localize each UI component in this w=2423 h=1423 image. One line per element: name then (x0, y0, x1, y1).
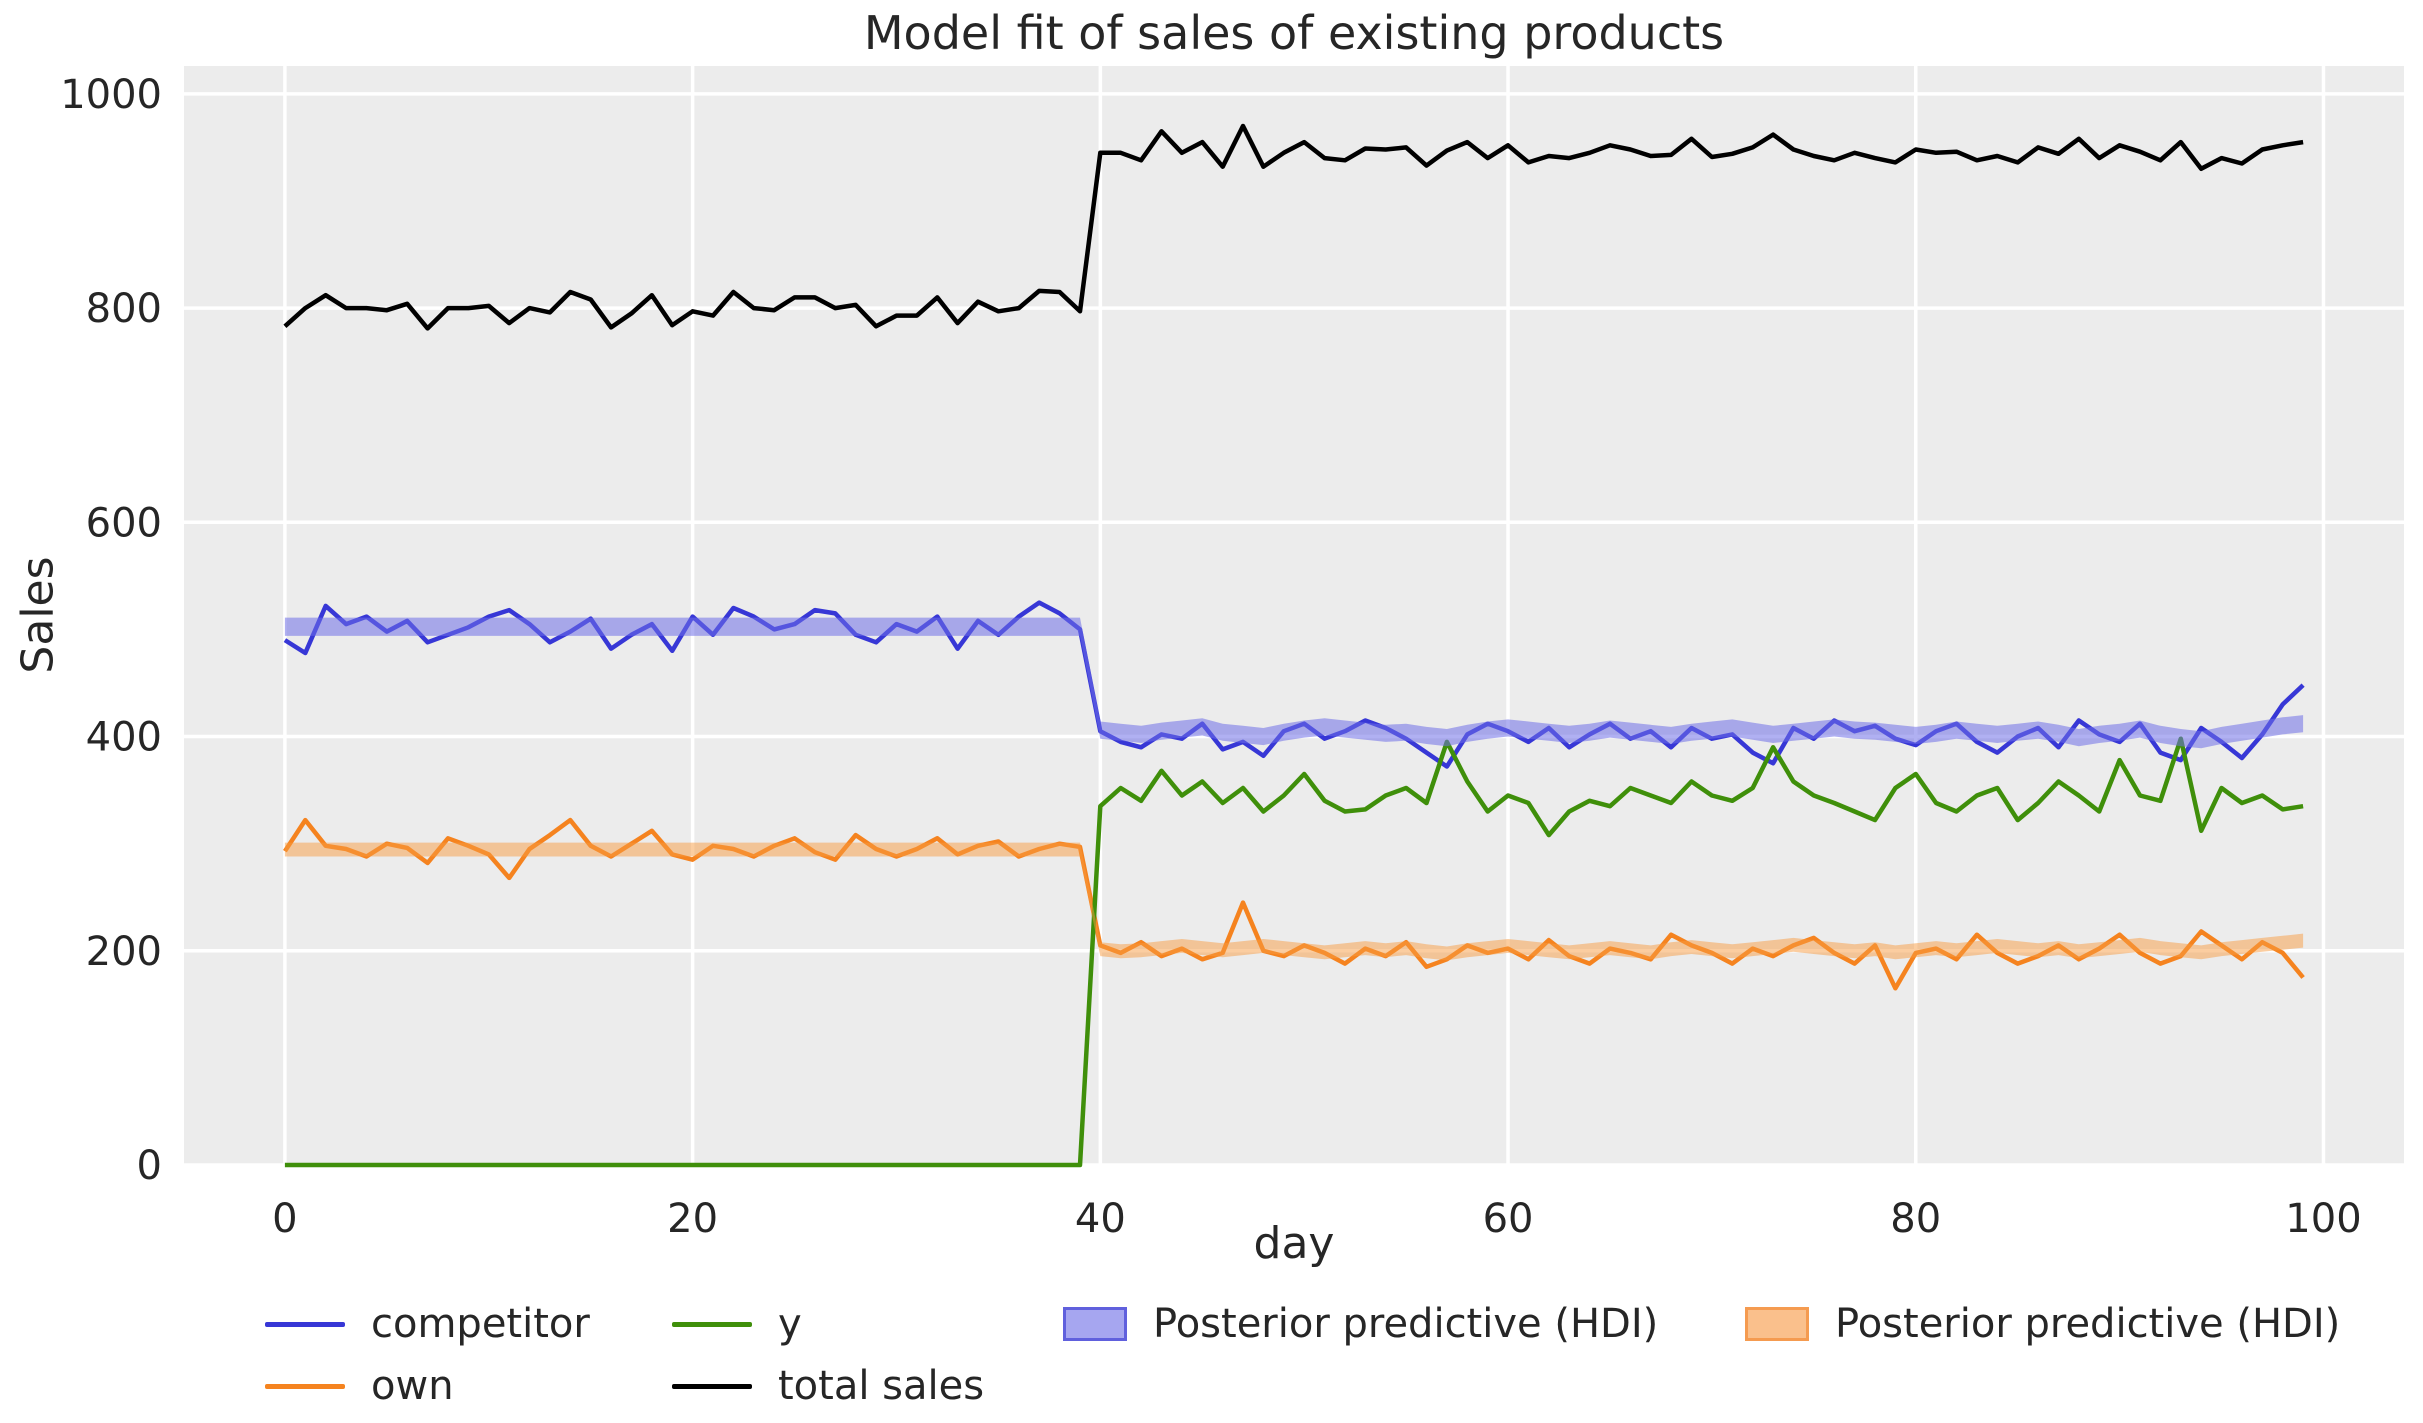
total-sales-line-swatch (672, 1383, 752, 1389)
chart-title: Model fit of sales of existing products (863, 6, 1725, 60)
x-tick-label: 0 (272, 1196, 297, 1242)
x-tick-label: 20 (667, 1196, 718, 1242)
x-tick-label: 40 (1075, 1196, 1126, 1242)
series-y (284, 736, 2304, 1168)
hdi-blue-patch-swatch (1063, 1307, 1127, 1341)
y-axis-label: Sales (12, 556, 64, 674)
hdi-band-blue (284, 617, 2304, 749)
hdi-orange-patch-swatch (1745, 1307, 1809, 1341)
x-tick-label: 100 (2285, 1196, 2361, 1242)
plot-background (184, 66, 2404, 1165)
legend-item-total-sales: total sales (672, 1362, 984, 1410)
series-total-sales (283, 123, 2304, 331)
legend-label: Posterior predictive (HDI) (1835, 1301, 2341, 1347)
legend-item-y: y (672, 1300, 802, 1348)
legend-label: competitor (371, 1301, 590, 1347)
y-line-swatch (672, 1321, 752, 1327)
legend-label: Posterior predictive (HDI) (1153, 1301, 1659, 1347)
legend-item-own: own (265, 1362, 454, 1410)
own-line-swatch (265, 1383, 345, 1389)
y-tick-label: 0 (137, 1143, 162, 1189)
x-tick-label: 80 (1890, 1196, 1941, 1242)
y-tick-label: 200 (86, 929, 162, 975)
legend-label: total sales (778, 1363, 985, 1409)
y-tick-label: 800 (86, 286, 162, 332)
legend-label: own (371, 1363, 454, 1409)
legend-label: y (778, 1301, 802, 1347)
x-axis-label: day (1253, 1218, 1335, 1269)
legend-item-hdi-blue: Posterior predictive (HDI) (1063, 1300, 1658, 1348)
y-tick-label: 600 (86, 500, 162, 546)
y-tick-label: 1000 (60, 72, 162, 118)
x-tick-label: 60 (1483, 1196, 1534, 1242)
hdi-band-orange (284, 842, 2304, 961)
legend-item-competitor: competitor (265, 1300, 590, 1348)
legend-item-hdi-orange: Posterior predictive (HDI) (1745, 1300, 2340, 1348)
y-tick-label: 400 (86, 715, 162, 761)
competitor-line-swatch (265, 1321, 345, 1327)
